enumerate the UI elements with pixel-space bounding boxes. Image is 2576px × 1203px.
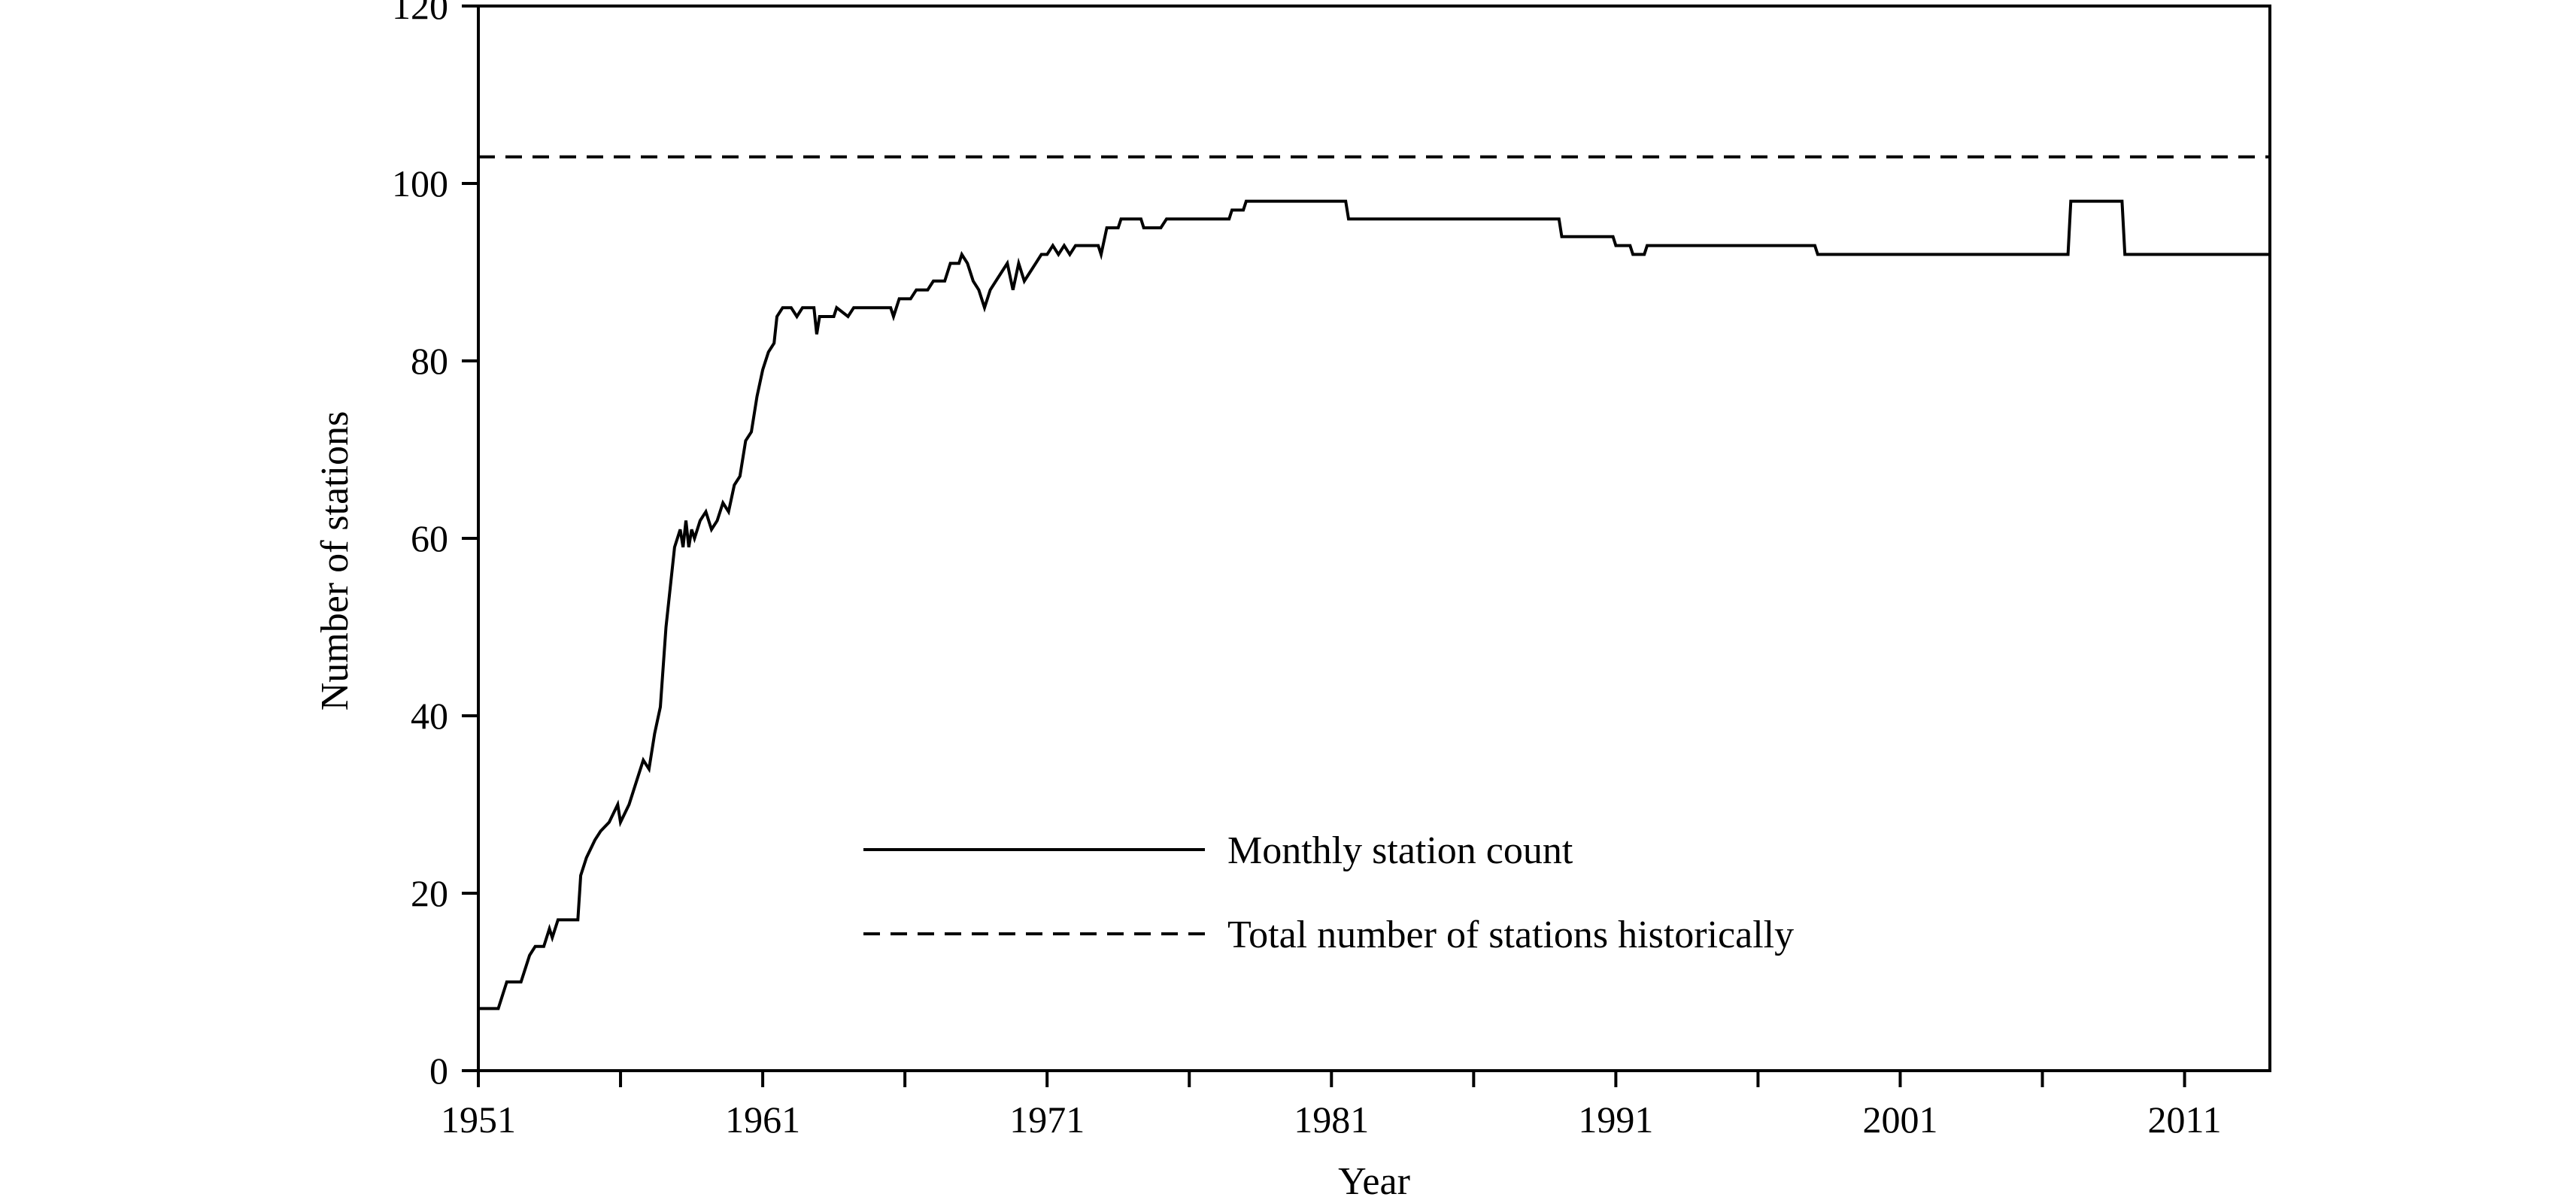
x-axis-title: Year [1338,1160,1410,1203]
y-tick-label-120: 120 [392,0,448,27]
legend-label-monthly: Monthly station count [1227,829,1573,872]
legend: Monthly station count Total number of st… [863,829,1794,956]
x-tick-label-1951: 1951 [441,1098,516,1141]
x-tick-label-1961: 1961 [725,1098,800,1141]
series-line-monthly-station-count [478,199,2270,1011]
y-tick-label-60: 60 [411,517,448,559]
x-tick-label-2011: 2011 [2147,1098,2221,1141]
y-tick-label-80: 80 [411,340,448,382]
y-tick-label-20: 20 [411,872,448,914]
y-tick-label-40: 40 [411,695,448,737]
x-tick-label-2001: 2001 [1862,1098,1937,1141]
plot-frame [477,5,2271,1072]
ticks-layer: 0 20 40 60 80 100 120 1951 1961 1971 1981 1991 2001 2… [392,0,2222,1141]
y-tick-label-0: 0 [429,1050,448,1092]
y-tick-label-100: 100 [392,162,448,205]
x-tick-label-1971: 1971 [1009,1098,1085,1141]
legend-label-total: Total number of stations historically [1227,914,1794,956]
y-axis-title: Number of stations [314,411,357,711]
x-tick-label-1981: 1981 [1294,1098,1369,1141]
series-layer [478,155,2270,1011]
x-tick-label-1991: 1991 [1578,1098,1653,1141]
